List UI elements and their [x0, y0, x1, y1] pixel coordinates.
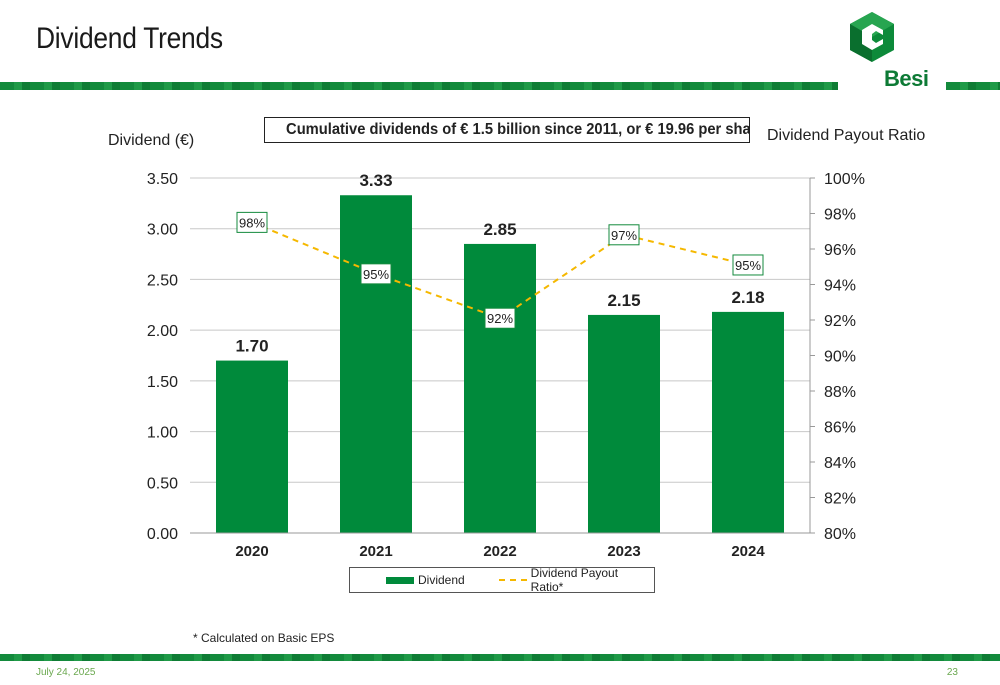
y2-tick-label: 92%: [824, 313, 856, 330]
y-tick-label: 3.50: [147, 171, 178, 188]
bar-label-2022: 2.85: [483, 220, 516, 239]
y-tick-label: 0.50: [147, 475, 178, 492]
bar-2022: [464, 243, 536, 533]
y2-tick-label: 84%: [824, 455, 856, 472]
bar-label-2023: 2.15: [607, 291, 640, 310]
bar-label-2020: 1.70: [235, 337, 268, 356]
y-tick-label: 3.00: [147, 222, 178, 239]
x-tick-label: 2022: [483, 543, 516, 560]
bar-label-2021: 3.33: [359, 171, 392, 190]
y2-tick-label: 98%: [824, 207, 856, 224]
x-tick-label: 2020: [235, 543, 268, 560]
x-tick-label: 2021: [359, 543, 392, 560]
chart-legend: Dividend Dividend Payout Ratio*: [349, 566, 655, 594]
y2-axis-title: Dividend Payout Ratio: [767, 127, 926, 144]
x-tick-label: 2024: [731, 543, 765, 560]
page-number: 23: [946, 667, 958, 678]
cumulative-dividends-callout: Cumulative dividends of € 1.5 billion si…: [264, 117, 750, 143]
y-tick-label: 2.50: [147, 272, 178, 289]
page-title: Dividend Trends: [36, 22, 223, 55]
payout-label-box: [484, 307, 516, 329]
bar-2023: [588, 314, 660, 533]
legend-label-payout: Dividend Payout Ratio*: [530, 566, 619, 594]
footer-band: [0, 654, 1000, 661]
legend-swatch-dividend: [386, 576, 414, 584]
payout-label-2021: 95%: [363, 267, 389, 282]
y2-tick-label: 80%: [824, 526, 856, 543]
y2-tick-label: 100%: [824, 171, 865, 188]
y2-tick-label: 96%: [824, 242, 856, 259]
y-tick-label: 1.00: [147, 425, 178, 442]
y2-tick-label: 86%: [824, 420, 856, 437]
y-tick-label: 0.00: [147, 526, 178, 543]
y2-tick-label: 82%: [824, 491, 856, 508]
header-band-right: [946, 82, 1000, 90]
bar-2020: [216, 360, 288, 533]
payout-label-box: [732, 254, 764, 276]
payout-label-2020: 98%: [239, 215, 265, 230]
y2-tick-label: 88%: [824, 384, 856, 401]
header-band: [0, 82, 838, 90]
y-tick-label: 1.50: [147, 374, 178, 391]
bar-label-2024: 2.18: [731, 288, 764, 307]
besi-logo-icon: [850, 12, 894, 62]
payout-label-box: [236, 211, 268, 233]
callout-text: Cumulative dividends of € 1.5 billion si…: [286, 121, 750, 138]
payout-label-2023: 97%: [611, 228, 637, 243]
legend-swatch-payout: [498, 579, 527, 581]
y-axis-title: Dividend (€): [108, 132, 195, 149]
payout-label-box: [608, 224, 640, 246]
payout-label-2024: 95%: [735, 258, 761, 273]
payout-label-box: [360, 263, 392, 285]
y2-tick-label: 90%: [824, 349, 856, 366]
x-tick-label: 2023: [607, 543, 640, 560]
footer-date: July 24, 2025: [36, 667, 96, 678]
footnote: * Calculated on Basic EPS: [193, 631, 335, 645]
legend-label-dividend: Dividend: [417, 573, 465, 587]
logo-text: Besi: [884, 66, 929, 91]
y-tick-label: 2.00: [147, 323, 178, 340]
y2-tick-label: 94%: [824, 278, 856, 295]
bar-2024: [712, 311, 784, 533]
bar-2021: [340, 195, 412, 533]
payout-label-2022: 92%: [487, 311, 513, 326]
